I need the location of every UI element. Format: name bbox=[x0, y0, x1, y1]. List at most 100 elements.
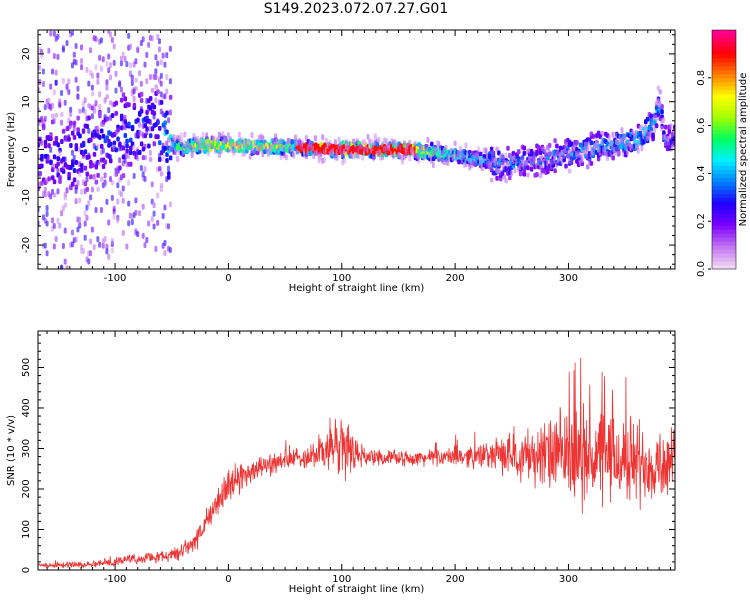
heatmap-cell bbox=[143, 144, 146, 150]
heatmap-cell bbox=[133, 173, 136, 179]
heatmap-cell bbox=[51, 163, 54, 169]
colorbar-tick-label: 0.0 bbox=[696, 261, 707, 277]
figure-canvas: -100 0 100 200 300Height of straight line (k… bbox=[0, 0, 750, 600]
colorbar-segment bbox=[712, 58, 736, 63]
colorbar-segment bbox=[712, 217, 736, 222]
heatmap-cell bbox=[138, 150, 142, 155]
heatmap-cell bbox=[125, 243, 128, 249]
heatmap-cell bbox=[334, 139, 337, 145]
colorbar-segment bbox=[712, 241, 736, 246]
heatmap-cell bbox=[89, 250, 92, 256]
snr-x-axis-label: Height of straight line (km) bbox=[289, 584, 425, 595]
heatmap-cell bbox=[105, 94, 109, 99]
heatmap-cell bbox=[55, 280, 58, 286]
heatmap-cell bbox=[145, 129, 148, 135]
colorbar-segment bbox=[712, 197, 736, 202]
heatmap-cell bbox=[95, 64, 98, 70]
heatmap-cell bbox=[98, 104, 101, 110]
heatmap-cell bbox=[125, 149, 129, 154]
heatmap-cell bbox=[125, 139, 129, 144]
colorbar-segment bbox=[712, 165, 736, 170]
heatmap-cell bbox=[96, 144, 99, 150]
heatmap-cell bbox=[617, 151, 620, 157]
heatmap-cell bbox=[169, 109, 172, 115]
heatmap-cell bbox=[140, 141, 144, 146]
heatmap-cell bbox=[73, 155, 76, 161]
heatmap-cell bbox=[169, 201, 172, 207]
heatmap-cell bbox=[620, 127, 623, 133]
heatmap-cell bbox=[131, 126, 135, 131]
heatmap-cell bbox=[180, 132, 183, 138]
heatmap-cell bbox=[131, 80, 134, 86]
heatmap-cell bbox=[114, 147, 118, 152]
colorbar: 0.0 0.2 0.4 0.6 0.8 Normalized spectral ampli… bbox=[696, 30, 749, 277]
heatmap-cell bbox=[129, 44, 132, 50]
heatmap-cell bbox=[294, 135, 297, 141]
heatmap-cells bbox=[37, 10, 677, 286]
heatmap-cell bbox=[138, 11, 141, 17]
heatmap-cell bbox=[125, 61, 128, 67]
heatmap-cell bbox=[162, 155, 165, 161]
heatmap-cell bbox=[149, 119, 152, 125]
heatmap-cell bbox=[111, 195, 114, 201]
heatmap-cell bbox=[85, 171, 89, 176]
heatmap-cell bbox=[114, 88, 117, 94]
heatmap-cell bbox=[114, 111, 118, 116]
heatmap-cell bbox=[78, 133, 82, 138]
heatmap-cell bbox=[107, 219, 110, 225]
heatmap-cell bbox=[165, 111, 169, 116]
heatmap-cell bbox=[111, 247, 114, 253]
heatmap-cell bbox=[114, 71, 117, 77]
heatmap-cell bbox=[56, 142, 60, 147]
heatmap-cell bbox=[156, 60, 159, 66]
heatmap-cell bbox=[586, 164, 590, 169]
heatmap-cell bbox=[162, 213, 165, 219]
heatmap-cell bbox=[42, 68, 45, 74]
heatmap-cell bbox=[160, 100, 164, 105]
heatmap-cell bbox=[73, 135, 77, 140]
heatmap-cell bbox=[151, 216, 154, 222]
heatmap-cell bbox=[124, 96, 128, 101]
heatmap-cell bbox=[104, 236, 107, 242]
colorbar-segment bbox=[712, 245, 736, 250]
heatmap-cell bbox=[60, 120, 63, 126]
heatmap-cell bbox=[533, 156, 536, 162]
heatmap-cell bbox=[372, 155, 375, 161]
colorbar-segment bbox=[712, 34, 736, 39]
heatmap-cell bbox=[71, 163, 75, 168]
heatmap-cell bbox=[158, 140, 162, 145]
heatmap-cell bbox=[163, 62, 166, 68]
heatmap-cell bbox=[75, 236, 78, 242]
heatmap-cell bbox=[484, 148, 487, 154]
heatmap-cell bbox=[158, 46, 161, 52]
heatmap-cell bbox=[430, 142, 434, 147]
heatmap-cell bbox=[51, 102, 54, 108]
heatmap-cell bbox=[105, 199, 108, 205]
heatmap-cell bbox=[124, 56, 127, 62]
heatmap-cell bbox=[575, 140, 578, 146]
heatmap-cell bbox=[100, 66, 103, 72]
heatmap-cell bbox=[127, 220, 130, 226]
heatmap-cell bbox=[153, 141, 157, 146]
snr-y-tick-label: 200 bbox=[21, 479, 32, 498]
heatmap-cell bbox=[109, 74, 112, 80]
heatmap-cell bbox=[87, 81, 90, 87]
colorbar-segment bbox=[712, 177, 736, 182]
heatmap-cell bbox=[62, 129, 66, 134]
heatmap-cell bbox=[134, 197, 137, 203]
heatmap-cell bbox=[113, 60, 116, 66]
colorbar-segment bbox=[712, 46, 736, 51]
heatmap-cell bbox=[174, 149, 177, 155]
colorbar-segment bbox=[712, 74, 736, 79]
heatmap-cell bbox=[73, 122, 76, 128]
heatmap-cell bbox=[492, 150, 495, 156]
heatmap-cell bbox=[67, 134, 70, 140]
heatmap-cell bbox=[640, 145, 643, 151]
heatmap-cell bbox=[46, 220, 49, 226]
heatmap-cell bbox=[145, 52, 148, 58]
heatmap-y-tick-label: -10 bbox=[21, 189, 32, 205]
heatmap-cell bbox=[143, 12, 146, 18]
heatmap-cell bbox=[98, 91, 101, 97]
heatmap-cell bbox=[87, 200, 90, 206]
colorbar-tick-label: 0.6 bbox=[696, 118, 707, 134]
